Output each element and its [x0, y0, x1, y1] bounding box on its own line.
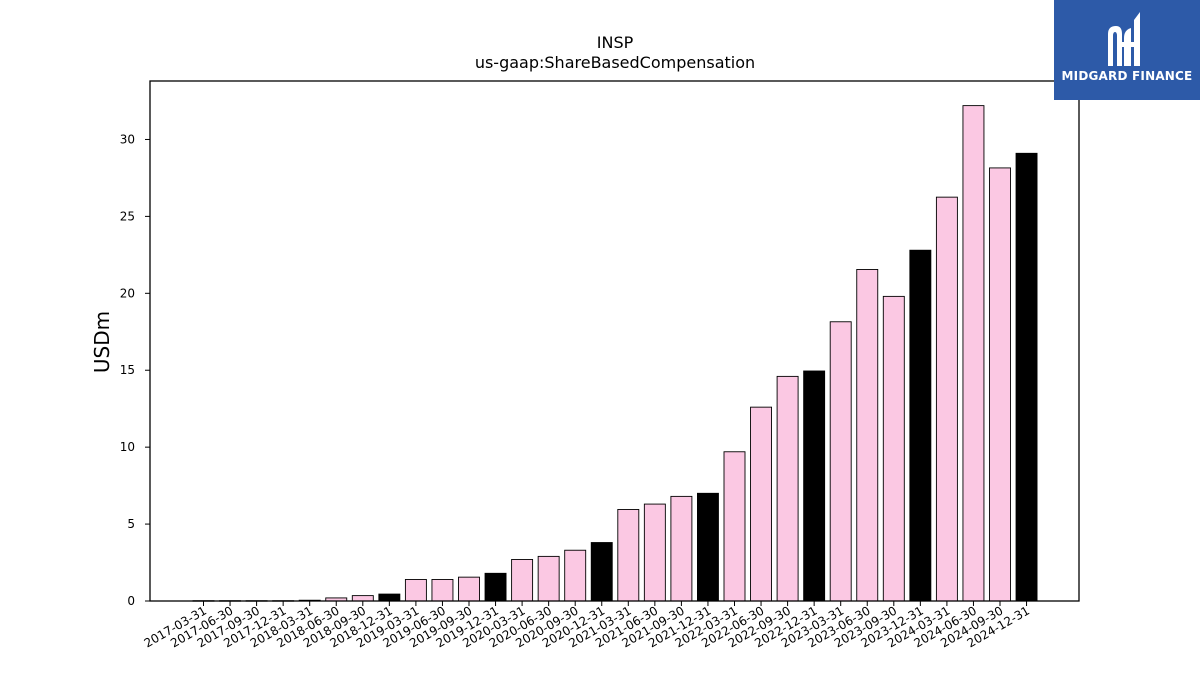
y-tick-label: 0	[127, 594, 135, 608]
bar-2018-09-30	[351, 595, 374, 602]
bar-2021-06-30	[643, 503, 666, 602]
y-tick-label: 10	[120, 440, 135, 454]
bar-2024-09-30	[989, 167, 1011, 602]
bars-group	[192, 105, 1038, 602]
bar-2020-12-31	[590, 542, 613, 602]
y-tick-label: 30	[120, 132, 135, 146]
plot-frame	[149, 80, 1080, 602]
bar-2023-12-31	[909, 249, 932, 602]
bar-2021-12-31	[697, 492, 719, 602]
y-ticks-group: 0 5 10 15 20 25 30	[120, 132, 150, 608]
logo-text: MIDGARD FINANCE	[1061, 69, 1193, 83]
bar-2019-03-31	[404, 579, 427, 602]
y-axis-label: USDm	[90, 311, 114, 373]
bar-2020-06-30	[537, 555, 560, 602]
midgard-m-logo-icon	[1108, 12, 1140, 66]
chart-subtitle: us-gaap:ShareBasedCompensation	[475, 53, 755, 72]
midgard-finance-logo: MIDGARD FINANCE	[1054, 0, 1200, 100]
bar-2024-06-30	[962, 105, 985, 602]
y-tick-label: 20	[120, 286, 135, 300]
y-tick-label: 25	[120, 209, 135, 223]
bar-2020-09-30	[564, 549, 587, 602]
bar-2019-12-31	[484, 572, 507, 602]
bar-2023-09-30	[882, 295, 905, 602]
bar-2023-06-30	[856, 269, 879, 602]
bar-2022-12-31	[803, 370, 826, 602]
bar-2021-09-30	[670, 495, 693, 602]
bar-2024-12-31	[1015, 152, 1038, 602]
bar-2018-12-31	[378, 593, 401, 602]
bar-2022-06-30	[750, 406, 772, 602]
bar-2019-09-30	[458, 576, 480, 602]
y-tick-label: 15	[120, 363, 135, 377]
chart-title: INSP	[597, 33, 634, 52]
bar-2022-03-31	[723, 451, 746, 602]
bar-2024-03-31	[935, 196, 958, 602]
bar-2019-06-30	[431, 579, 454, 602]
bar-2021-03-31	[617, 509, 640, 602]
bar-2023-03-31	[829, 321, 852, 602]
y-tick-label: 5	[127, 517, 135, 531]
x-ticks-group: 2017-03-312017-06-302017-09-302017-12-31…	[142, 601, 1032, 650]
bar-2022-09-30	[776, 375, 799, 602]
bar-2020-03-31	[511, 559, 534, 602]
